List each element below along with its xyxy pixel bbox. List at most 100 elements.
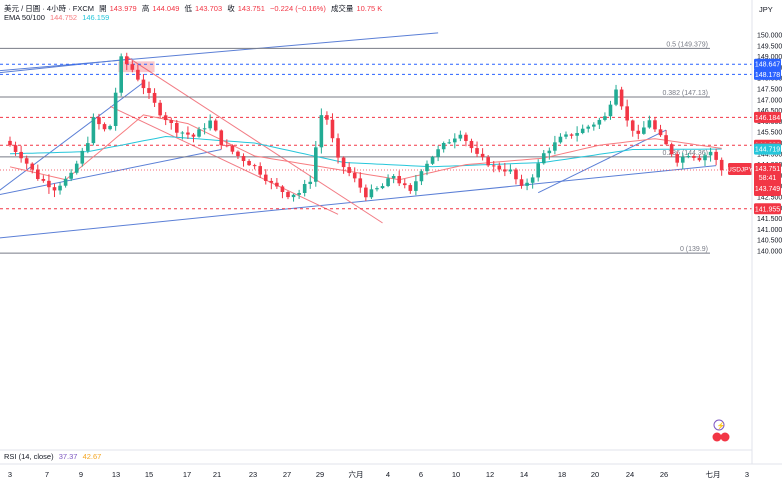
trend-line: [537, 129, 667, 194]
candle-body: [480, 153, 485, 158]
candle-body: [58, 185, 62, 191]
trend-line: [0, 148, 222, 196]
candle-body: [558, 136, 563, 143]
candle-body: [63, 178, 68, 186]
candle-body: [586, 126, 591, 129]
candle-body: [719, 159, 724, 171]
price-tick-label: 141.500: [757, 216, 782, 223]
volume-value: 10.75 K: [356, 4, 383, 13]
resistance-price-tag: 148.178: [755, 72, 780, 79]
candle-body: [202, 128, 207, 130]
price-tick-label: 145.500: [757, 130, 782, 137]
candle-body: [314, 147, 318, 182]
time-tick-label: 3: [8, 470, 12, 479]
time-tick-label: 17: [183, 470, 191, 479]
candle-body: [102, 124, 107, 130]
time-tick-label: 24: [626, 470, 634, 479]
symbol-legend: 美元 / 日圓 · 4小時 · FXCM 開 143.979 高 144.049 低…: [4, 3, 385, 14]
trend-lines: [0, 32, 717, 239]
candle-body: [430, 156, 435, 164]
candle-body: [152, 92, 157, 103]
channel-line: [126, 56, 383, 224]
time-tick-label: 6: [419, 470, 423, 479]
symbol-tag: USDJPY: [727, 166, 753, 173]
candle-body: [247, 161, 251, 166]
level-price-tag-bg: [754, 203, 781, 215]
candle-body: [263, 174, 268, 181]
candle-body: [497, 165, 502, 170]
candle-body: [675, 154, 679, 163]
candle-body: [402, 183, 407, 186]
candle-body: [86, 143, 90, 151]
time-tick-label: 26: [660, 470, 668, 479]
candle-body: [597, 119, 602, 125]
ema-price-tag-bg: [754, 143, 781, 155]
candle-body: [508, 169, 513, 172]
prev-price: 143.749: [755, 186, 780, 193]
rsi-value: 37.37: [58, 452, 78, 461]
candle-body: [653, 120, 657, 130]
candle-body: [286, 191, 290, 198]
candle-body: [19, 151, 23, 159]
trend-line: [0, 58, 133, 74]
candle-body: [469, 140, 474, 149]
candle-body: [486, 157, 490, 166]
event-icon[interactable]: [720, 432, 730, 442]
candle-body: [619, 89, 624, 107]
candle-body: [714, 151, 718, 160]
candle-body: [397, 175, 401, 184]
low-value: 143.703: [195, 4, 223, 13]
candle-body: [24, 158, 29, 164]
candle-body: [119, 56, 123, 93]
fib-label: 0.382 (147.13): [662, 90, 708, 97]
candle-body: [697, 157, 702, 161]
candle-body: [36, 169, 40, 179]
candle-body: [453, 138, 457, 143]
candle-body: [147, 88, 151, 93]
candle-body: [569, 134, 574, 136]
low-label: 低: [184, 4, 193, 13]
candle-body: [269, 180, 274, 183]
svg-text:⚡: ⚡: [717, 421, 726, 430]
candle-body: [47, 180, 51, 188]
time-tick-label: 27: [283, 470, 291, 479]
time-tick-label: 七月: [706, 470, 721, 479]
candle-body: [130, 64, 135, 70]
candle-body: [375, 188, 379, 190]
price-tick-label: 149.500: [757, 43, 782, 50]
change-value: −0.224 (−0.16%): [269, 4, 326, 13]
time-tick-label: 4: [386, 470, 390, 479]
candle-body: [514, 169, 518, 180]
last-price-tag-bg: [754, 162, 781, 196]
candle-body: [458, 134, 463, 139]
candle-body: [580, 128, 585, 134]
trend-line: [0, 32, 439, 72]
ema50-value: 144.752: [49, 13, 78, 22]
event-icon[interactable]: [712, 432, 722, 442]
candle-body: [208, 120, 212, 129]
candle-body: [536, 163, 540, 178]
price-tick-label: 150.000: [757, 33, 782, 40]
candle-body: [614, 89, 618, 105]
candle-body: [136, 69, 140, 80]
candle-body: [380, 186, 385, 189]
candle-body: [630, 120, 635, 131]
candle-body: [525, 182, 529, 186]
price-tick-label: 146.500: [757, 108, 782, 115]
candle-body: [680, 156, 685, 163]
candle-body: [703, 155, 707, 161]
price-tick-label: 140.000: [757, 249, 782, 256]
time-tick-label: 23: [249, 470, 257, 479]
candle-body: [664, 135, 668, 145]
candle-body: [636, 130, 641, 134]
high-value: 144.049: [152, 4, 180, 13]
fib-label: 0 (139.9): [680, 246, 708, 253]
time-tick-label: 18: [558, 470, 566, 479]
candle-body: [175, 122, 179, 133]
price-tick-label: 147.000: [757, 97, 782, 104]
candle-body: [186, 132, 190, 135]
alert-icon[interactable]: [713, 419, 725, 431]
candle-body: [297, 193, 301, 195]
time-tick-label: 3: [745, 470, 749, 479]
